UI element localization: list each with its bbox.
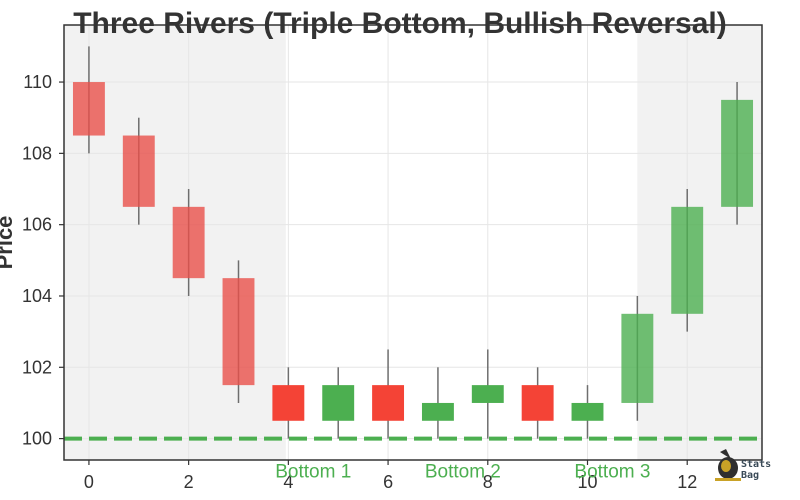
candle: [72, 46, 105, 154]
candle: [322, 367, 355, 439]
candle: [272, 367, 305, 439]
annotation-label: Bottom 2: [425, 462, 501, 483]
candle-body: [72, 82, 105, 136]
candle: [172, 189, 205, 296]
candle-body: [621, 313, 654, 403]
annotations: Bottom 1 Bottom 2 Bottom 3: [275, 462, 650, 483]
x-axis: 0 2 4 6 8 10 12: [84, 460, 697, 492]
x-tick-label: 12: [677, 472, 697, 492]
candle: [122, 117, 155, 225]
candle: [621, 295, 654, 421]
candles: [72, 46, 754, 439]
y-tick-label: 108: [22, 143, 52, 163]
candle: [471, 349, 504, 439]
candle-body: [571, 402, 604, 421]
candle: [671, 189, 704, 332]
candle-body: [122, 135, 155, 207]
candle-body: [521, 385, 554, 421]
watermark: Stats Bag: [715, 449, 771, 481]
x-tick-label: 4: [283, 472, 293, 492]
y-tick-label: 104: [22, 286, 52, 306]
candle-body: [272, 385, 305, 421]
y-tick-label: 102: [22, 357, 52, 377]
money-bag-icon: [715, 449, 741, 481]
candle-body: [421, 402, 454, 421]
chart-title: Three Rivers (Triple Bottom, Bullish Rev…: [73, 7, 727, 40]
y-tick-label: 110: [23, 72, 52, 92]
candle: [571, 385, 604, 439]
candle: [521, 367, 554, 439]
candle: [372, 349, 405, 439]
x-tick-label: 6: [383, 472, 393, 492]
watermark-line2: Bag: [741, 470, 759, 481]
annotation-label: Bottom 1: [275, 462, 351, 483]
candle-body: [671, 206, 704, 314]
candle-body: [322, 385, 355, 421]
y-axis-label: Price: [0, 216, 17, 270]
candle-body: [222, 278, 255, 386]
x-tick-label: 2: [184, 472, 194, 492]
y-tick-label: 100: [22, 429, 52, 449]
candle: [721, 82, 754, 225]
candle-body: [471, 385, 504, 403]
candle: [421, 367, 454, 439]
x-tick-label: 8: [483, 472, 493, 492]
candle-body: [721, 99, 754, 207]
y-axis: 100 102 104 106 108 110: [22, 72, 64, 449]
plot-frame: [63, 24, 763, 461]
x-tick-label: 10: [577, 472, 597, 492]
x-tick-label: 0: [84, 472, 94, 492]
candle-body: [372, 385, 405, 421]
annotation-label: Bottom 3: [574, 462, 650, 483]
y-tick-label: 106: [22, 215, 52, 235]
candle-body: [172, 206, 205, 279]
watermark-line1: Stats: [741, 459, 771, 470]
candle: [222, 260, 255, 403]
